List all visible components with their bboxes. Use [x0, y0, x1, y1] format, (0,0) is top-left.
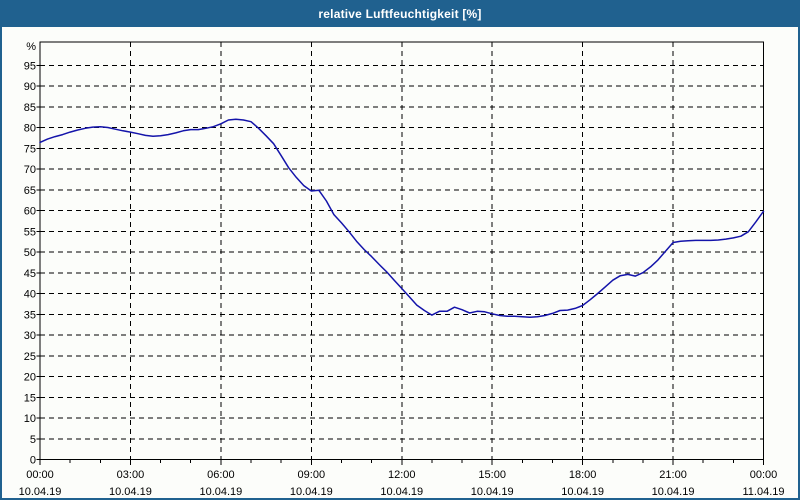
humidity-line — [39, 118, 765, 318]
x-tick-time-label: 09:00 — [298, 469, 326, 481]
y-tick-label: 25 — [24, 351, 36, 363]
title-bar: relative Luftfeuchtigkeit [%] — [0, 0, 800, 27]
y-tick-label: 65 — [24, 185, 36, 197]
y-tick-label: 5 — [30, 434, 36, 446]
y-tick-label: 30 — [24, 330, 36, 342]
y-tick-label: 90 — [24, 81, 36, 93]
x-tick-date-label: 10.04.19 — [652, 486, 695, 498]
x-tick-time-label: 12:00 — [388, 469, 416, 481]
y-tick-label: 70 — [24, 164, 36, 176]
x-tick-time-label: 03:00 — [117, 469, 145, 481]
x-tick-time-label: 18:00 — [569, 469, 597, 481]
x-tick-date-label: 10.04.19 — [199, 486, 242, 498]
y-tick-label: 45 — [24, 268, 36, 280]
series — [39, 118, 765, 318]
x-tick-date-label: 10.04.19 — [380, 486, 423, 498]
x-tick-time-label: 21:00 — [659, 469, 687, 481]
plot-area: 0 5 10 15 20 25 30 35 40 45 50 55 60 65 70 75 80 85 90 95% 0… — [0, 27, 800, 500]
gridlines — [40, 42, 764, 460]
y-tick-label: 50 — [24, 247, 36, 259]
y-tick-label: 40 — [24, 289, 36, 301]
x-tick-date-label: 10.04.19 — [471, 486, 514, 498]
humidity-chart: 05101520253035404550556065707580859095%0… — [19, 41, 785, 498]
x-tick-date-label: 11.04.19 — [742, 486, 784, 498]
window-border-bottom — [0, 498, 800, 500]
y-tick-label: 20 — [24, 372, 36, 384]
y-tick-label: 10 — [24, 413, 36, 425]
y-tick-labels: 0 5 10 15 20 25 30 35 40 45 50 55 60 65 70 75 80 85 90 95% — [24, 41, 36, 467]
y-tick-label: 0 — [30, 455, 36, 467]
window-border-right — [798, 27, 800, 500]
x-tick-date-label: 10.04.19 — [19, 486, 62, 498]
y-tick-label: 35 — [24, 309, 36, 321]
y-tick-label: 15 — [24, 392, 36, 404]
x-tick-labels: 00:00 10.04.19 03:00 10.04.19 06:00 10.04.19 0… — [19, 469, 785, 498]
x-tick-time-label: 00:00 — [26, 469, 54, 481]
x-tick-time-label: 00:00 — [750, 469, 778, 481]
x-tick-date-label: 10.04.19 — [290, 486, 333, 498]
y-tick-label: 60 — [24, 206, 36, 218]
y-tick-label: 75 — [24, 143, 36, 155]
window-border-left — [0, 27, 2, 500]
y-tick-label: 80 — [24, 123, 36, 135]
y-tick-label: 85 — [24, 102, 36, 114]
window-title: relative Luftfeuchtigkeit [%] — [318, 6, 482, 21]
x-tick-date-label: 10.04.19 — [561, 486, 604, 498]
x-tick-time-label: 15:00 — [478, 469, 506, 481]
x-tick-date-label: 10.04.19 — [109, 486, 152, 498]
x-tick-time-label: 06:00 — [207, 469, 235, 481]
y-tick-label: 95 — [24, 60, 36, 72]
y-tick-label: 55 — [24, 226, 36, 238]
y-axis-unit-label: % — [26, 41, 36, 53]
axis-ticks — [36, 64, 764, 465]
